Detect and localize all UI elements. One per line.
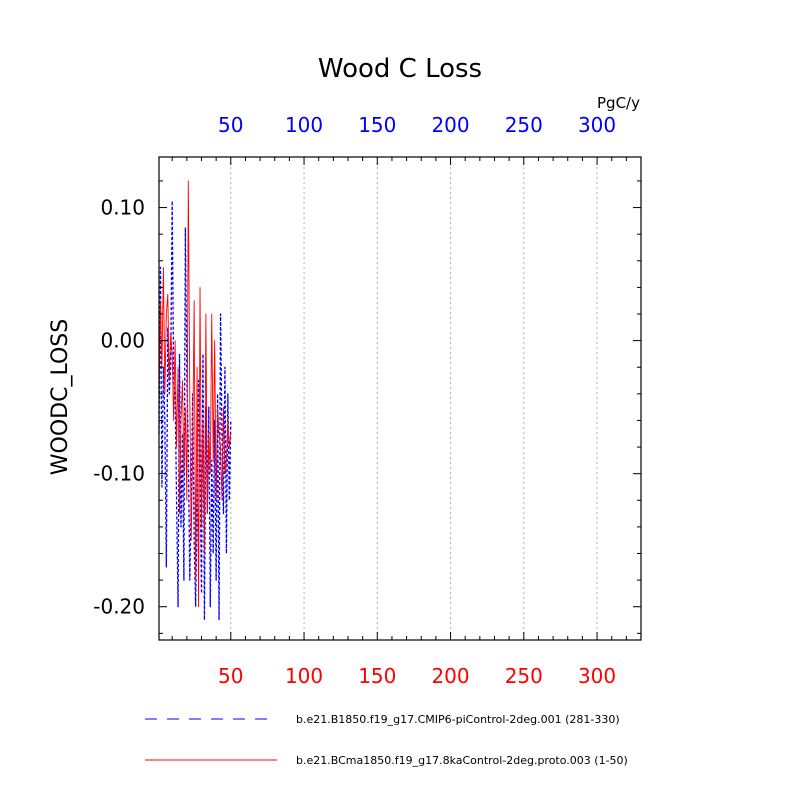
- units-label: PgC/y: [597, 94, 640, 112]
- x-tick-label-bottom: 300: [578, 664, 616, 688]
- tick-layer: [159, 157, 642, 640]
- x-tick-label-top: 200: [431, 113, 469, 137]
- legend-label: b.e21.BCma1850.f19_g17.8kaControl-2deg.p…: [296, 754, 628, 767]
- y-axis-label: WOODC_LOSS: [48, 319, 73, 475]
- grid-layer: [230, 157, 598, 640]
- x-tick-label-top: 50: [218, 113, 243, 137]
- x-tick-label-top: 300: [578, 113, 616, 137]
- y-tick-label: -0.20: [93, 595, 145, 619]
- chart-title: Wood C Loss: [318, 54, 482, 84]
- x-tick-label-top: 150: [358, 113, 396, 137]
- x-tick-label-top: 100: [285, 113, 323, 137]
- x-tick-label-bottom: 100: [285, 664, 323, 688]
- x-tick-label-bottom: 200: [431, 664, 469, 688]
- plot-frame: [158, 156, 642, 641]
- y-tick-label: 0.00: [100, 329, 145, 353]
- x-tick-label-top: 250: [505, 113, 543, 137]
- series-line-8ka-control: [158, 180, 232, 608]
- x-tick-label-bottom: 150: [358, 664, 396, 688]
- series-layer: [158, 180, 232, 621]
- x-tick-label-bottom: 250: [505, 664, 543, 688]
- y-tick-label: 0.10: [100, 196, 145, 220]
- legend: b.e21.B1850.f19_g17.CMIP6-piControl-2deg…: [145, 713, 628, 767]
- x-tick-label-bottom: 50: [218, 664, 243, 688]
- label-layer: 50 50 100 100 150 150 200 200 250 250 300 300 0.10 0.…: [93, 113, 616, 688]
- legend-label: b.e21.B1850.f19_g17.CMIP6-piControl-2deg…: [296, 713, 620, 726]
- y-tick-label: -0.10: [93, 462, 145, 486]
